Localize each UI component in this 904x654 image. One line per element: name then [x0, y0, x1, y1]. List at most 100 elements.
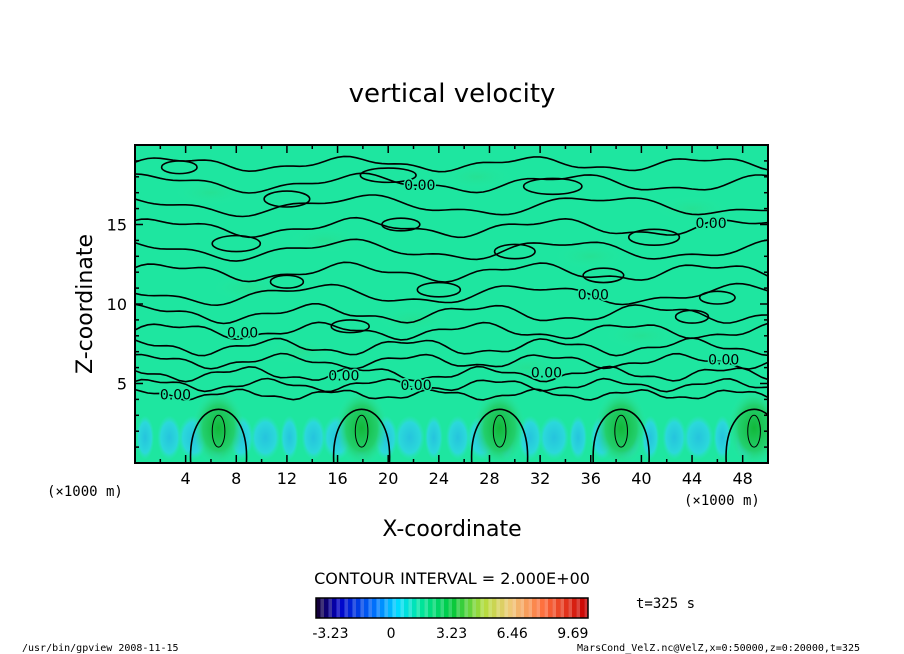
x-tick-labels: 4 8 12 16 20 24 28 32 36 40 44 48 [181, 469, 753, 488]
updraft-shade [728, 390, 768, 463]
contour-label: 0.00 [227, 326, 258, 342]
field-shade [652, 194, 733, 223]
colorbar-cell [448, 598, 453, 618]
contour-cell [627, 228, 681, 246]
x-axis-label: X-coordinate [382, 517, 521, 542]
contour-cell [330, 319, 371, 334]
colorbar-cell [516, 598, 521, 618]
contour-label: 0.00 [695, 216, 726, 232]
colorbar-cell [460, 598, 465, 618]
field-shade [436, 162, 517, 191]
colorbar-cell [464, 598, 469, 618]
colorbar-tick-label: 6.46 [497, 626, 528, 642]
colorbar-cell [388, 598, 393, 618]
contour-cell [416, 281, 462, 298]
colorbar-cell [372, 598, 377, 618]
chart-title: vertical velocity [349, 79, 556, 109]
x-tick-label: 12 [277, 469, 297, 488]
field-shade [487, 353, 568, 382]
contour-line [135, 172, 768, 194]
colorbar-cell [412, 598, 417, 618]
contour-line [135, 238, 768, 262]
colorbar-cell [336, 598, 341, 618]
colorbar-tick-label: 3.23 [436, 626, 467, 642]
colorbar-cell [416, 598, 421, 618]
updraft-shade [595, 390, 648, 463]
contour-cell [160, 160, 198, 175]
colorbar-cell [408, 598, 413, 618]
colorbar-frame [315, 597, 589, 619]
colorbar-cell [344, 598, 349, 618]
contour-line [135, 194, 768, 218]
downdraft-shade [394, 415, 425, 460]
updraft-contour [189, 408, 248, 463]
x-tick-label: 40 [631, 469, 651, 488]
colorbar-cell [452, 598, 457, 618]
colorbar-cell [512, 598, 517, 618]
colorbar-cell [556, 598, 561, 618]
colorbar-cell [368, 598, 373, 618]
updraft-shade [192, 390, 245, 463]
field-shade [259, 337, 340, 366]
colorbar-cell [352, 598, 357, 618]
colorbar-cell [444, 598, 449, 618]
colorbar-cell [328, 598, 333, 618]
x-tick-label: 8 [231, 469, 241, 488]
contour-cell [698, 290, 736, 305]
downdraft-shade [424, 415, 443, 460]
colorbar-cell [500, 598, 505, 618]
colorbar-cell [404, 598, 409, 618]
x-units-left: (×1000 m) [47, 484, 123, 500]
colorbar-cell [428, 598, 433, 618]
colorbar-cell [316, 598, 321, 618]
colorbar-tick-label: 0 [387, 626, 396, 642]
contour-line [135, 261, 768, 283]
colorbar-cell [348, 598, 353, 618]
contour-line [135, 377, 768, 393]
downdraft-shade [250, 415, 281, 460]
colorbar-cell [324, 598, 329, 618]
colorbar-cell [544, 598, 549, 618]
x-tick-label: 44 [682, 469, 702, 488]
colorbar-cell [432, 598, 437, 618]
colorbar-cell [360, 598, 365, 618]
y-axis-label: Z-coordinate [73, 234, 98, 374]
colorbar-cell [420, 598, 425, 618]
colorbar-cell [376, 598, 381, 618]
colorbar-cell [572, 598, 577, 618]
updraft-inner-contour [354, 414, 369, 448]
colorbar-cell [504, 598, 509, 618]
contour-line [135, 282, 768, 307]
plot-area: 0.00 0.00 0.00 0.00 0.00 0.00 0.00 0.00 0.00 [135, 145, 768, 463]
colorbar-cell [436, 598, 441, 618]
colorbar-cell [584, 598, 589, 618]
colorbar-cell [488, 598, 493, 618]
contour-line [135, 388, 768, 402]
contour-cell [582, 267, 625, 284]
contour-cell [269, 274, 305, 289]
field-shade [550, 242, 631, 271]
colorbar-cell [320, 598, 325, 618]
field-shade [601, 321, 682, 350]
y-tick-label: 15 [107, 216, 127, 235]
contour-interval-text: CONTOUR INTERVAL = 2.000E+00 [314, 569, 590, 588]
x-tick-label: 4 [181, 469, 191, 488]
colorbar-cell [392, 598, 397, 618]
contour-label: 0.00 [578, 287, 609, 303]
colorbar-cell [496, 598, 501, 618]
x-units-right: (×1000 m) [684, 493, 760, 509]
updraft-inner-contour [747, 414, 761, 448]
colorbar-cell [424, 598, 429, 618]
y-tick-label: 5 [117, 375, 127, 394]
contour-label: 0.00 [160, 388, 191, 404]
contour-lines [135, 155, 768, 463]
footer-left: /usr/bin/gpview 2008-11-15 [22, 643, 179, 654]
colorbar-cell [580, 598, 585, 618]
time-label: t=325 s [636, 596, 695, 612]
downdraft-shade [683, 415, 714, 460]
contour-cell [674, 309, 710, 324]
updraft-shade [335, 390, 388, 463]
colorbar-cell [524, 598, 529, 618]
shaded-field [136, 162, 768, 463]
